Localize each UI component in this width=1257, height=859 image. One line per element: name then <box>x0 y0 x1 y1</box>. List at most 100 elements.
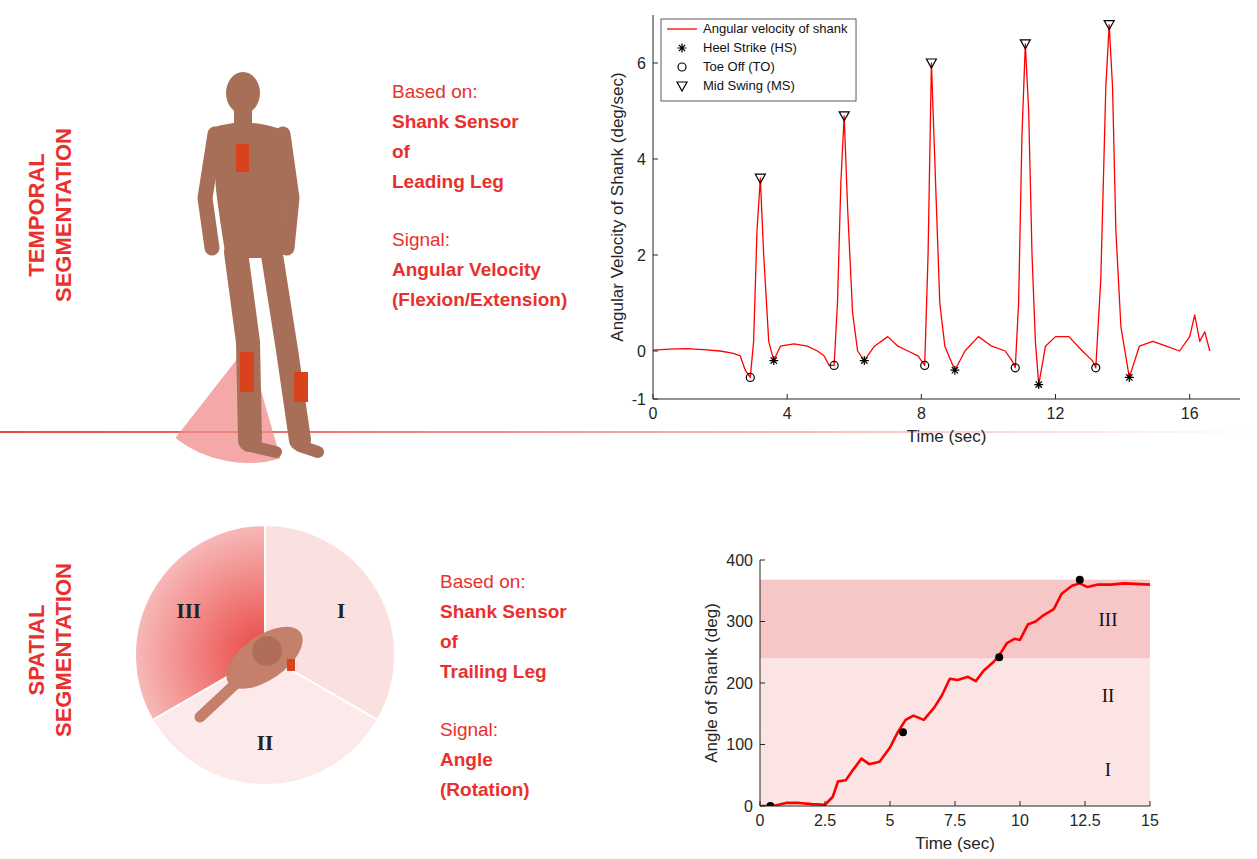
label: Based on: <box>392 81 478 102</box>
legend-box <box>661 19 856 101</box>
title-line: TEMPORAL <box>24 153 49 276</box>
x-tick-label: 12 <box>1047 405 1065 422</box>
chart: 0481216-10246Time (sec)Angular Velocity … <box>608 15 1240 446</box>
legend-swatch <box>678 63 686 71</box>
x-tick-label: 16 <box>1181 405 1199 422</box>
limb <box>283 134 292 248</box>
title-line: SEGMENTATION <box>51 563 76 737</box>
data-point <box>839 112 849 121</box>
label: Signal: <box>392 229 450 250</box>
panel-title: TEMPORALSEGMENTATION <box>24 128 76 302</box>
sensor <box>287 659 295 671</box>
y-tick-label: 0 <box>637 343 646 360</box>
x-tick <box>760 801 761 806</box>
data-point <box>995 653 1003 661</box>
y-tick-label: 4 <box>637 151 646 168</box>
x-tick-label: 2.5 <box>814 812 836 829</box>
y-tick <box>653 159 658 160</box>
region <box>760 658 1150 732</box>
region <box>760 580 1150 659</box>
region-label: III <box>1099 609 1118 630</box>
data-point <box>860 356 869 365</box>
limb <box>236 252 250 440</box>
sector-diagram: IIIIII <box>135 525 395 785</box>
data-point <box>769 356 778 365</box>
label-line: Trailing Leg <box>440 661 547 682</box>
label-line: Shank Sensor <box>440 601 567 622</box>
y-tick <box>653 351 658 352</box>
y-tick <box>760 806 765 807</box>
region-label: I <box>1105 759 1111 780</box>
x-tick-label: 0 <box>756 812 765 829</box>
x-tick-label: 4 <box>783 405 792 422</box>
head <box>252 636 282 666</box>
head <box>226 72 260 114</box>
figure: TEMPORALSEGMENTATIONBased on:Shank Senso… <box>0 0 1257 859</box>
y-tick <box>653 63 658 64</box>
y-tick-label: 200 <box>726 675 753 692</box>
sector-label: I <box>337 599 345 623</box>
x-tick <box>1085 801 1086 806</box>
data-point <box>746 373 754 381</box>
x-tick-label: 0 <box>649 405 658 422</box>
data-line <box>653 25 1210 385</box>
x-tick <box>1150 801 1151 806</box>
data-point <box>1020 40 1030 49</box>
y-tick <box>760 560 765 561</box>
data-line <box>760 583 1150 806</box>
data-point <box>926 59 936 68</box>
sensor <box>294 372 308 402</box>
x-tick <box>653 394 654 399</box>
region-label: II <box>1102 685 1115 706</box>
legend-swatch <box>678 44 687 53</box>
data-point <box>1076 576 1084 584</box>
y-tick-label: 300 <box>726 613 753 630</box>
label-line: of <box>392 141 411 162</box>
label: Based on: <box>440 571 526 592</box>
y-tick-label: 400 <box>726 552 753 569</box>
x-tick <box>825 801 826 806</box>
data-point <box>1011 364 1019 372</box>
title-line: SEGMENTATION <box>51 128 76 302</box>
label-line: of <box>440 631 459 652</box>
region <box>760 732 1150 806</box>
data-point <box>921 361 929 369</box>
x-axis <box>653 399 1240 400</box>
title-line: SPATIAL <box>24 605 49 696</box>
sensor <box>240 352 254 392</box>
y-tick-label: -1 <box>632 391 646 408</box>
panel-title: SPATIALSEGMENTATION <box>24 563 76 737</box>
y-tick <box>653 399 658 400</box>
x-tick <box>921 394 922 399</box>
x-tick <box>787 394 788 399</box>
sector <box>135 525 265 720</box>
y-axis-title: Angular Velocity of Shank (deg/sec) <box>608 72 627 341</box>
y-tick <box>760 683 765 684</box>
data-point <box>950 366 959 375</box>
data-point <box>899 728 907 736</box>
sensor <box>236 144 249 172</box>
y-axis-title: Angle of Shank (deg) <box>702 603 721 763</box>
chart: IIIIII02.557.51012.5150100200300400Time … <box>702 552 1159 854</box>
plot-area <box>760 576 1150 806</box>
x-tick-label: 10 <box>1011 812 1029 829</box>
limb <box>272 255 300 440</box>
motion-wedge <box>175 345 280 463</box>
data-point <box>1092 364 1100 372</box>
data-point <box>830 361 838 369</box>
data-point <box>755 174 765 183</box>
label-line: Leading Leg <box>392 171 504 192</box>
x-tick <box>1189 394 1190 399</box>
x-tick-label: 5 <box>886 812 895 829</box>
legend-swatch <box>677 82 687 91</box>
y-tick-label: 100 <box>726 736 753 753</box>
x-tick <box>890 801 891 806</box>
y-tick-label: 0 <box>744 798 753 815</box>
limb <box>250 446 276 452</box>
legend-swatch <box>667 28 697 29</box>
x-tick <box>1020 801 1021 806</box>
x-tick <box>955 801 956 806</box>
label-line: Angle <box>440 749 493 770</box>
data-point <box>1104 21 1114 30</box>
y-tick <box>653 255 658 256</box>
